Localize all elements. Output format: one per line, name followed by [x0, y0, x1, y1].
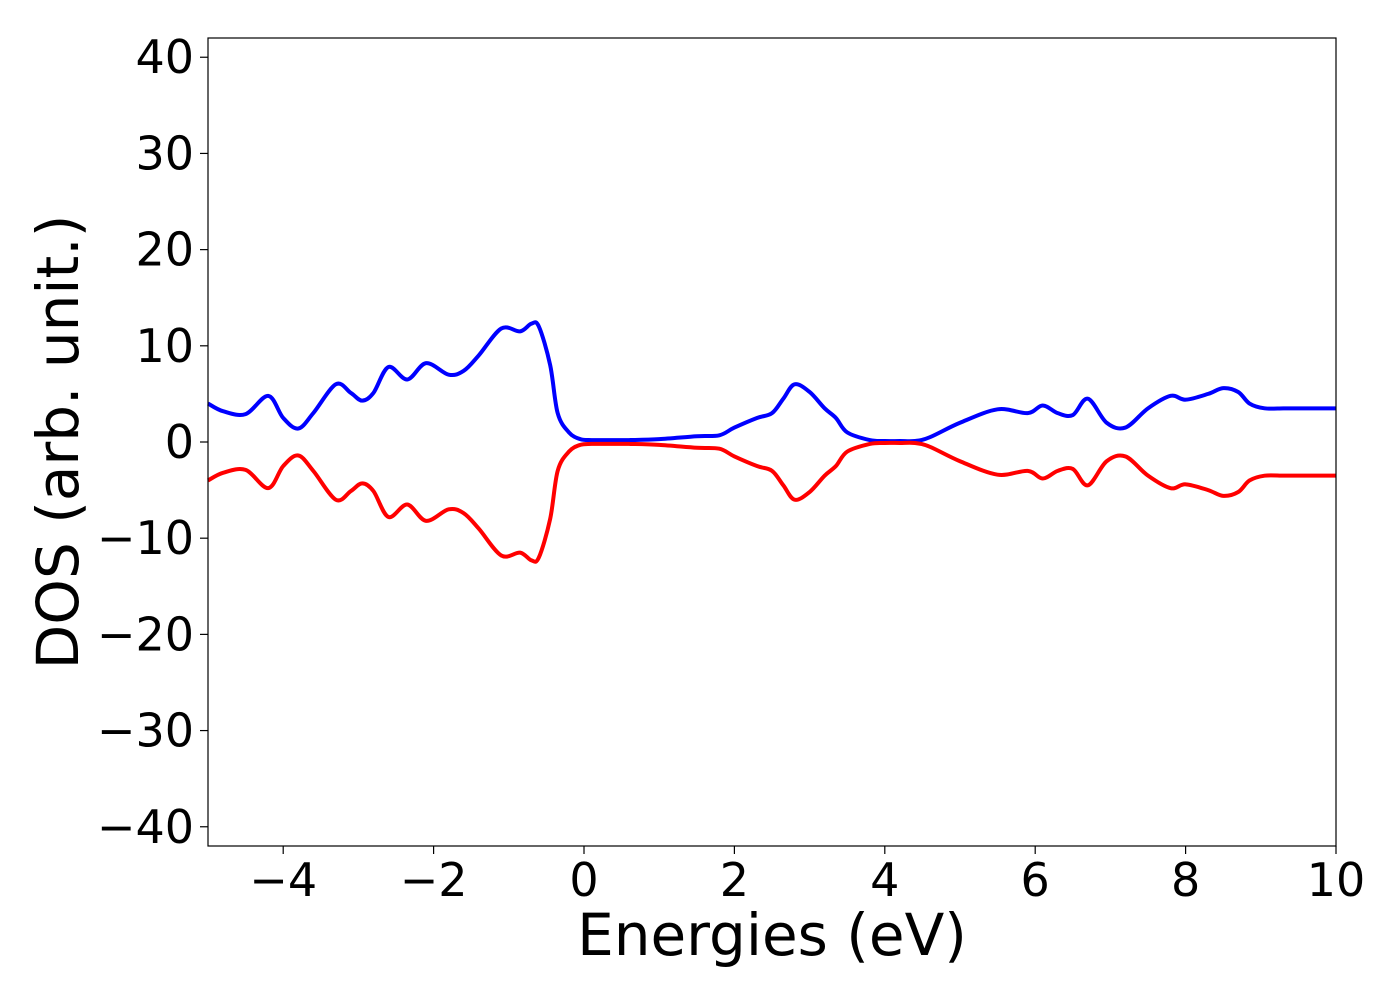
- y-tick-label: −10: [97, 511, 194, 565]
- x-axis-label: Energies (eV): [577, 901, 967, 969]
- y-tick-label: 0: [165, 415, 194, 469]
- plot-frame: [207, 37, 1337, 847]
- y-tick-label: 40: [135, 30, 194, 84]
- x-tick-label: 10: [1307, 853, 1366, 907]
- x-tick-label: 2: [720, 853, 749, 907]
- y-tick-label: −30: [97, 704, 194, 758]
- x-tick-label: 0: [569, 853, 598, 907]
- y-tick-label: −40: [97, 800, 194, 854]
- dos-series-line-1: [207, 440, 1336, 564]
- y-tick-label: 30: [135, 126, 194, 180]
- x-tick-label: 4: [870, 853, 899, 907]
- y-tick-label: 10: [135, 319, 194, 373]
- x-tick-label: −2: [400, 853, 468, 907]
- x-tick-label: 8: [1171, 853, 1200, 907]
- dos-series-line-0: [207, 320, 1336, 444]
- x-tick-label: −4: [249, 853, 317, 907]
- y-axis-label: DOS (arb. unit.): [24, 215, 92, 670]
- x-axis-ticks: −4 −2 0 2 4 6 8 10: [249, 846, 1365, 907]
- x-tick-label: 6: [1021, 853, 1050, 907]
- y-tick-label: −20: [97, 607, 194, 661]
- y-axis-ticks: 40 30 20 10 0 −10 −20 −30 −40: [97, 30, 208, 854]
- series-layer: [207, 320, 1336, 564]
- y-tick-label: 20: [135, 223, 194, 277]
